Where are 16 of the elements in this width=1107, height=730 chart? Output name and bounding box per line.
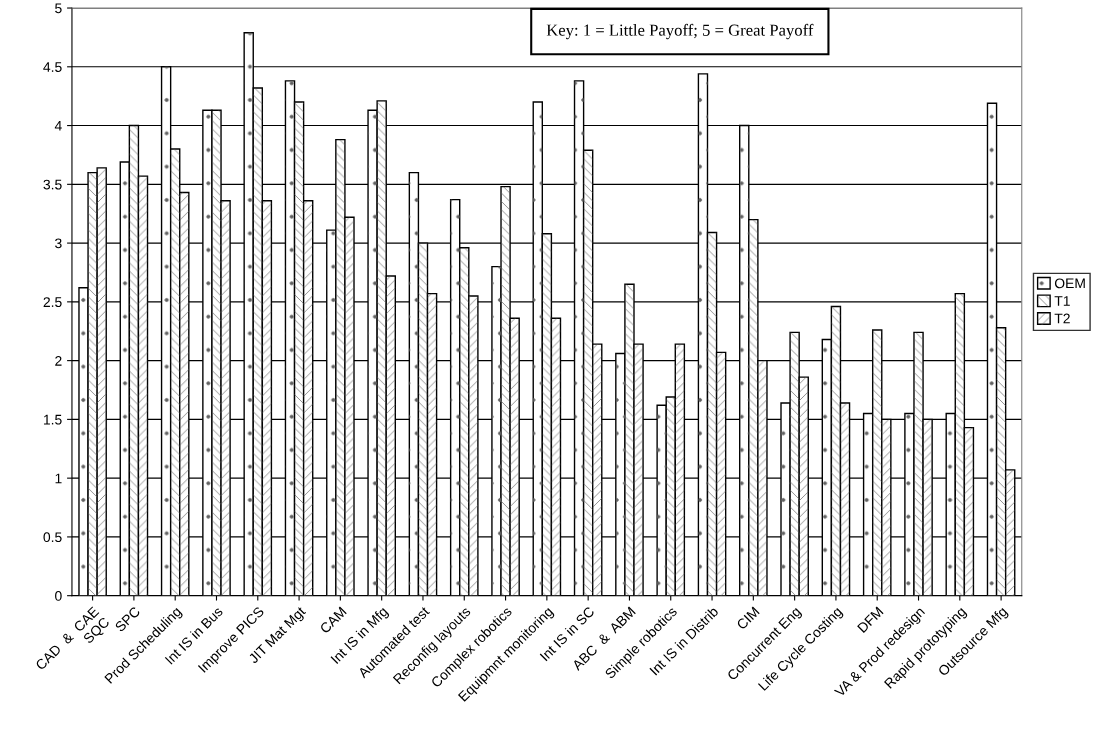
y-tick-label: 2 xyxy=(55,355,62,366)
y-tick-label: 3.5 xyxy=(43,179,62,190)
y-tick-label: 4 xyxy=(54,121,62,131)
legend-label: OEM xyxy=(1054,278,1085,289)
legend-label: T1 xyxy=(1054,296,1070,306)
y-tick-label: 3 xyxy=(55,238,62,249)
y-tick-label: 1 xyxy=(55,473,62,484)
y-tick-label: 1.5 xyxy=(43,414,62,425)
y-tick-label: 2.5 xyxy=(43,297,62,308)
annotation: Key: 1 = Little Payoff; 5 = Great Payoff xyxy=(546,23,814,40)
x-tick-label: CIM xyxy=(736,606,760,631)
legend-label: T2 xyxy=(1054,313,1070,324)
y-tick-label: 0.5 xyxy=(43,532,62,543)
y-tick-label: 4.5 xyxy=(43,62,62,72)
y-tick-label: 5 xyxy=(55,3,62,14)
y-tick-label: 0 xyxy=(55,591,62,601)
